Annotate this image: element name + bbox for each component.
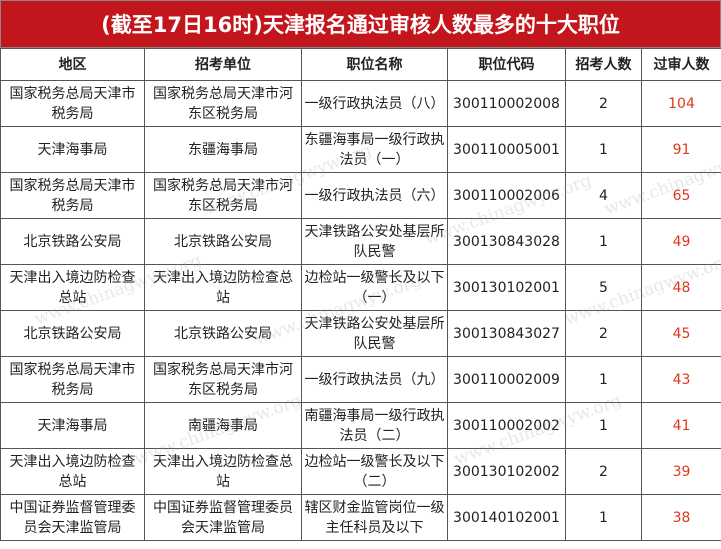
table-cell: 一级行政执法员（九）	[301, 356, 448, 403]
table-cell: 北京铁路公安局	[0, 310, 145, 357]
table-cell: 5	[565, 264, 642, 311]
title-bar: (截至17日16时)天津报名通过审核人数最多的十大职位	[0, 0, 721, 48]
table-cell: 天津出入境边防检查总站	[144, 264, 302, 311]
table-cell: 38	[641, 494, 721, 541]
table-cell: 1	[565, 356, 642, 403]
table-cell: 300130843028	[447, 218, 566, 265]
table-row: 国家税务总局天津市税务局 国家税务总局天津市河东区税务局 一级行政执法员（八） 300…	[0, 80, 721, 127]
table-cell: 43	[641, 356, 721, 403]
table-cell: 1	[565, 494, 642, 541]
table-cell: 天津出入境边防检查总站	[0, 448, 145, 495]
table-cell: 300130843027	[447, 310, 566, 357]
table-cell: 辖区财金监管岗位一级主任科员及以下	[301, 494, 448, 541]
table-row: 北京铁路公安局 北京铁路公安局 天津铁路公安处基层所队民警 300130843027 2…	[0, 310, 721, 357]
table-cell: 中国证券监督管理委员会天津监管局	[144, 494, 302, 541]
table-cell: 300110005001	[447, 126, 566, 173]
table-cell: 天津海事局	[0, 402, 145, 449]
header-cell: 职位代码	[447, 48, 566, 81]
table-cell: 天津铁路公安处基层所队民警	[301, 310, 448, 357]
table-cell: 一级行政执法员（八）	[301, 80, 448, 127]
table-row: 天津海事局 东疆海事局 东疆海事局一级行政执法员（一） 300110005001 1 91	[0, 126, 721, 173]
table-cell: 45	[641, 310, 721, 357]
table-row: 中国证券监督管理委员会天津监管局 中国证券监督管理委员会天津监管局 辖区财金监管岗位…	[0, 494, 721, 541]
table-cell: 300110002009	[447, 356, 566, 403]
table-cell: 300140102001	[447, 494, 566, 541]
table-cell: 南疆海事局	[144, 402, 302, 449]
table-cell: 1	[565, 218, 642, 265]
table-cell: 104	[641, 80, 721, 127]
table-cell: 300130102002	[447, 448, 566, 495]
table-row: 天津出入境边防检查总站 天津出入境边防检查总站 边检站一级警长及以下（一） 30013…	[0, 264, 721, 311]
table-cell: 49	[641, 218, 721, 265]
table-row: 天津海事局 南疆海事局 南疆海事局一级行政执法员（二） 300110002002 1 41	[0, 402, 721, 449]
table-cell: 北京铁路公安局	[0, 218, 145, 265]
table-cell: 300130102001	[447, 264, 566, 311]
table-cell: 300110002002	[447, 402, 566, 449]
table-row: 天津出入境边防检查总站 天津出入境边防检查总站 边检站一级警长及以下（二） 30013…	[0, 448, 721, 495]
table-body: 国家税务总局天津市税务局 国家税务总局天津市河东区税务局 一级行政执法员（八） 300…	[0, 80, 721, 541]
header-cell: 招考人数	[565, 48, 642, 81]
table-cell: 国家税务总局天津市河东区税务局	[144, 356, 302, 403]
table-cell: 39	[641, 448, 721, 495]
table-row: 国家税务总局天津市税务局 国家税务总局天津市河东区税务局 一级行政执法员（九） 300…	[0, 356, 721, 403]
table-cell: 91	[641, 126, 721, 173]
table-cell: 北京铁路公安局	[144, 218, 302, 265]
table-cell: 南疆海事局一级行政执法员（二）	[301, 402, 448, 449]
table-cell: 2	[565, 310, 642, 357]
table-cell: 65	[641, 172, 721, 219]
table-cell: 300110002006	[447, 172, 566, 219]
data-table: 地区 招考单位 职位名称 职位代码 招考人数 过审人数 国家税务总局天津市税务局 国家税务总…	[0, 48, 721, 541]
table-cell: 国家税务总局天津市税务局	[0, 356, 145, 403]
table-cell: 41	[641, 402, 721, 449]
table-cell: 东疆海事局	[144, 126, 302, 173]
table-cell: 东疆海事局一级行政执法员（一）	[301, 126, 448, 173]
table-cell: 300110002008	[447, 80, 566, 127]
table-cell: 4	[565, 172, 642, 219]
table-cell: 一级行政执法员（六）	[301, 172, 448, 219]
table-cell: 国家税务总局天津市税务局	[0, 172, 145, 219]
table-cell: 2	[565, 80, 642, 127]
table-cell: 天津铁路公安处基层所队民警	[301, 218, 448, 265]
table-cell: 中国证券监督管理委员会天津监管局	[0, 494, 145, 541]
table-cell: 2	[565, 448, 642, 495]
table-cell: 国家税务总局天津市河东区税务局	[144, 80, 302, 127]
header-cell: 地区	[0, 48, 145, 81]
table-row: 北京铁路公安局 北京铁路公安局 天津铁路公安处基层所队民警 300130843028 1…	[0, 218, 721, 265]
table-cell: 48	[641, 264, 721, 311]
table-cell: 北京铁路公安局	[144, 310, 302, 357]
header-cell: 职位名称	[301, 48, 448, 81]
table-cell: 边检站一级警长及以下（一）	[301, 264, 448, 311]
table-cell: 天津出入境边防检查总站	[144, 448, 302, 495]
table-cell: 国家税务总局天津市河东区税务局	[144, 172, 302, 219]
table-row: 国家税务总局天津市税务局 国家税务总局天津市河东区税务局 一级行政执法员（六） 300…	[0, 172, 721, 219]
table-cell: 边检站一级警长及以下（二）	[301, 448, 448, 495]
table-cell: 天津出入境边防检查总站	[0, 264, 145, 311]
header-cell: 过审人数	[641, 48, 721, 81]
table-cell: 国家税务总局天津市税务局	[0, 80, 145, 127]
header-row: 地区 招考单位 职位名称 职位代码 招考人数 过审人数	[0, 48, 721, 81]
table-cell: 天津海事局	[0, 126, 145, 173]
table-cell: 1	[565, 126, 642, 173]
header-cell: 招考单位	[144, 48, 302, 81]
table-cell: 1	[565, 402, 642, 449]
